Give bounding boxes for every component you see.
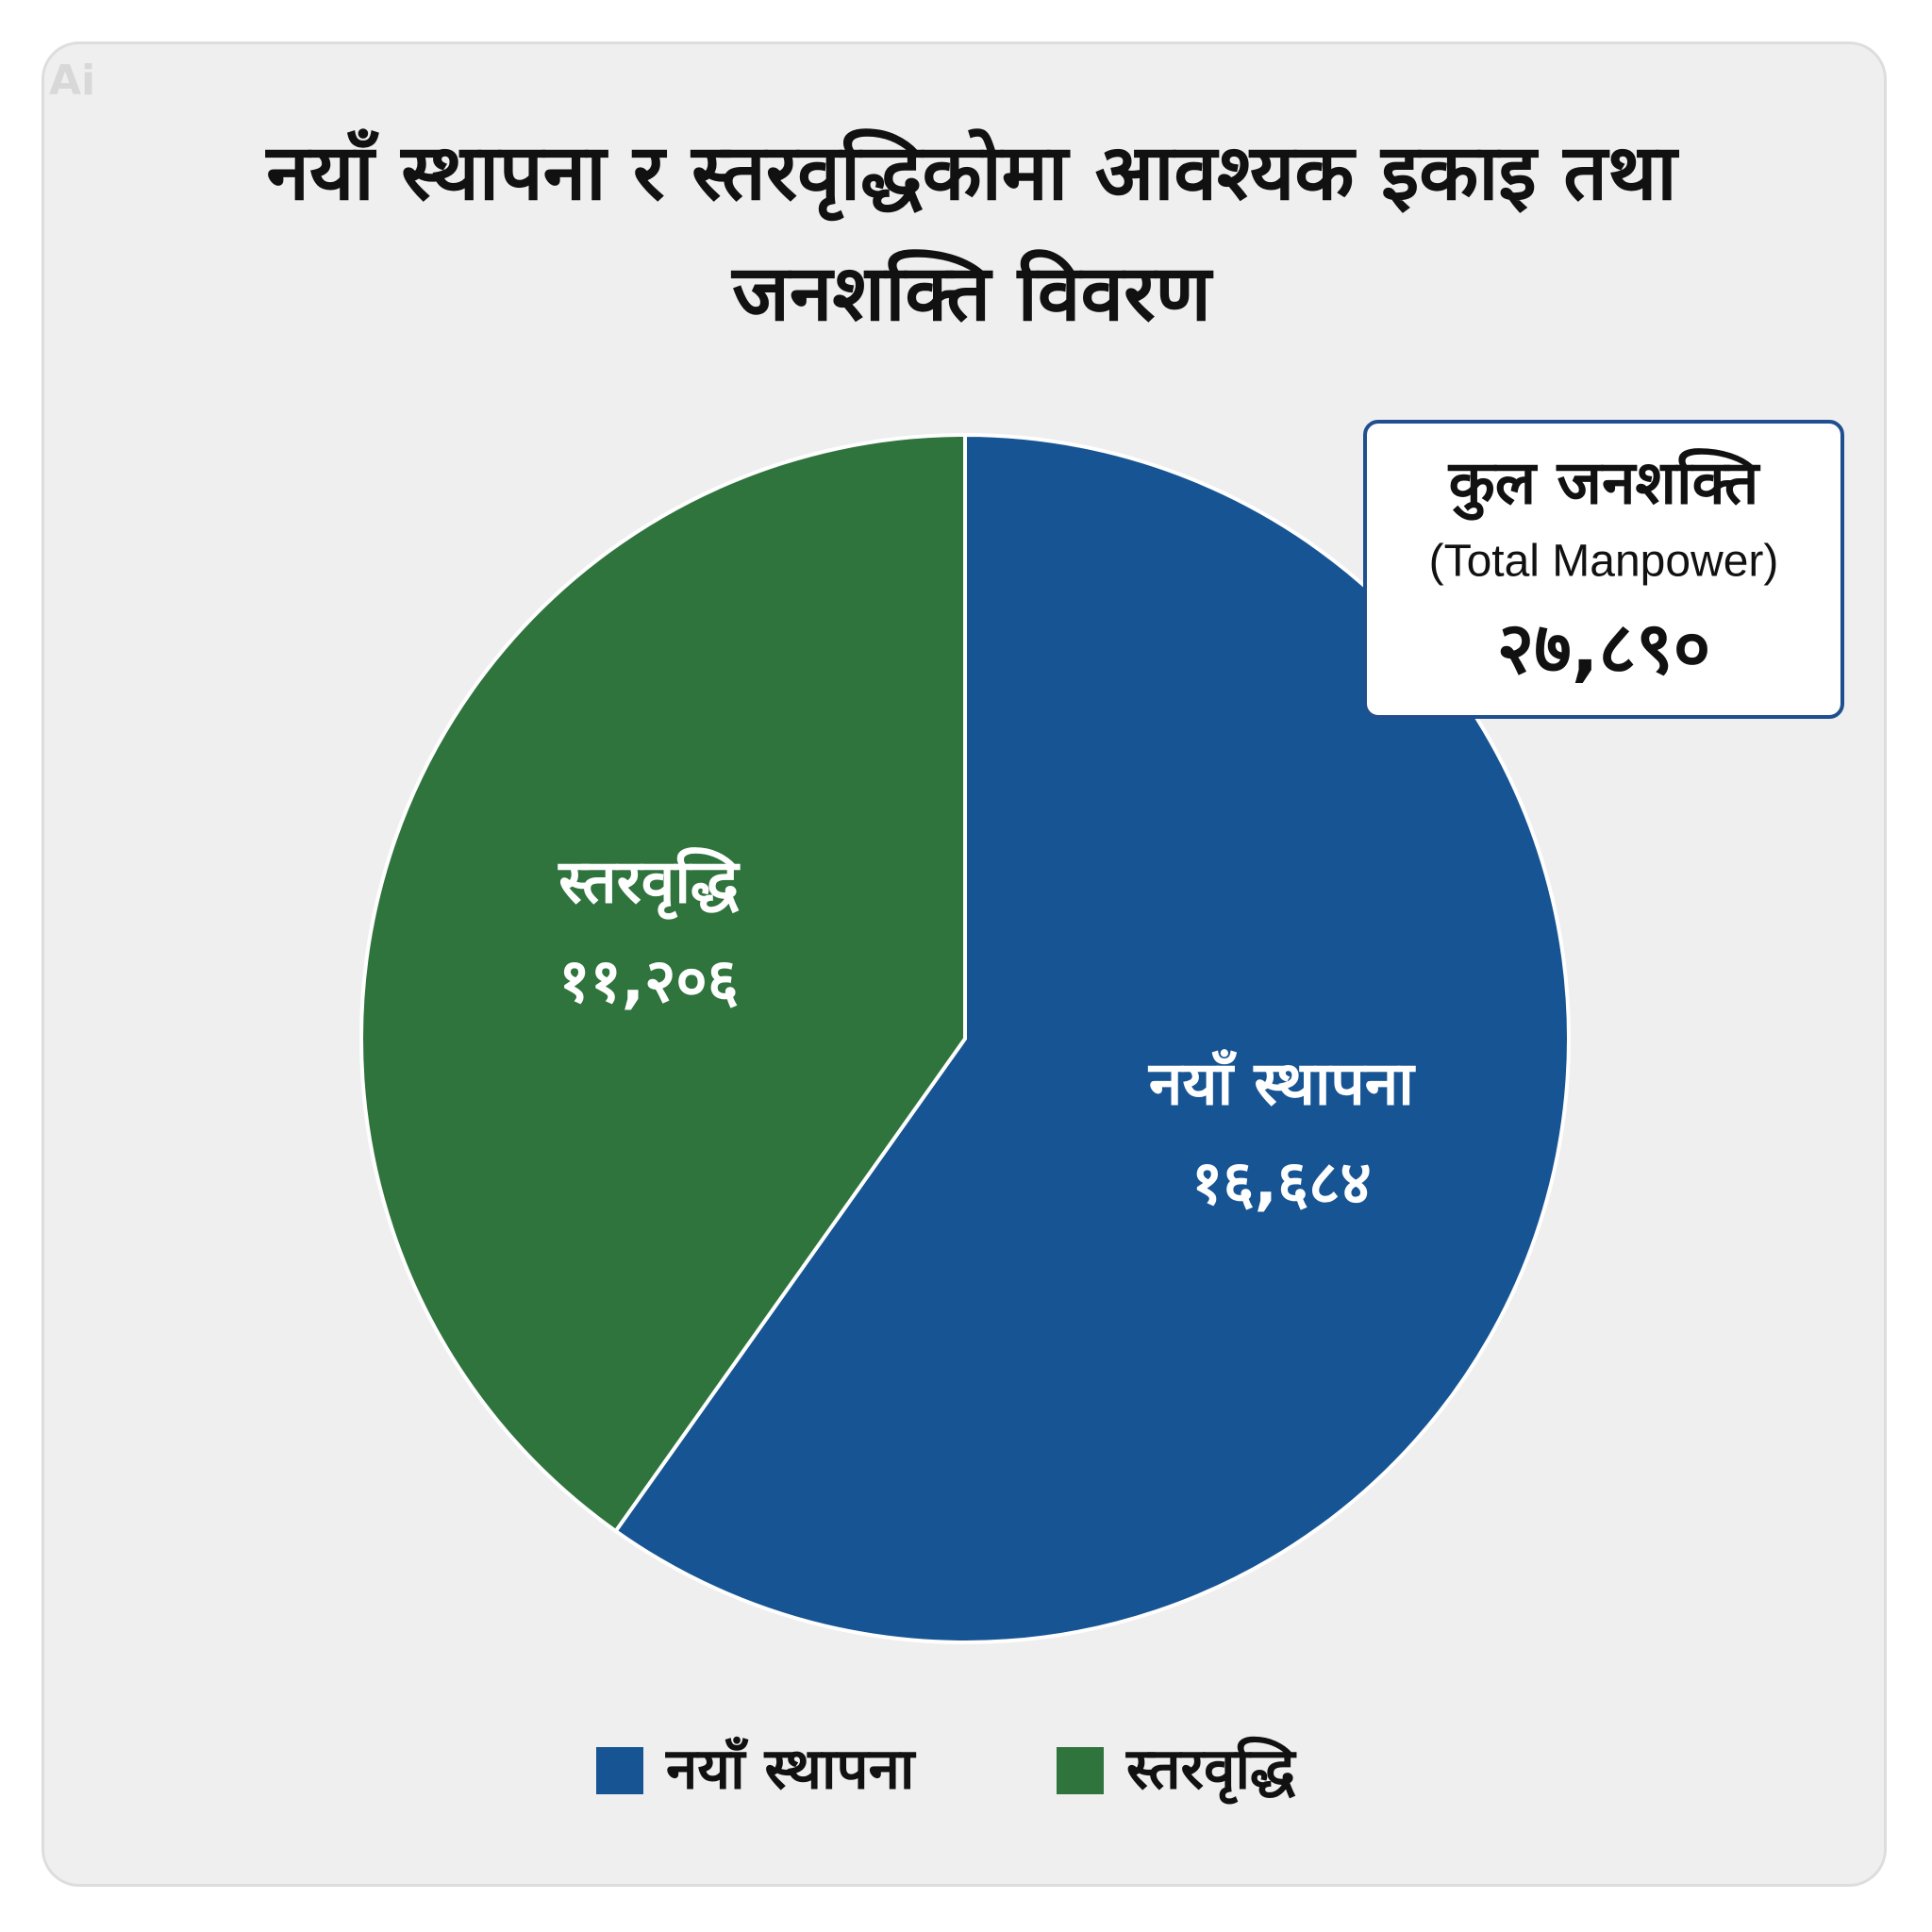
slice-value: ११,२०६ [558, 947, 739, 1017]
slice-label: नयाँ स्थापना [1148, 1048, 1416, 1119]
total-subtitle: (Total Manpower) [1429, 537, 1779, 587]
legend-label: नयाँ स्थापना [665, 1737, 917, 1803]
slice-label: स्तरवृद्धि [558, 847, 741, 921]
total-box [1363, 420, 1844, 719]
chart-title: नयाँ स्थापना र स्तरवृद्धिकोमा आवश्यक इका… [266, 128, 1677, 339]
total-value: २७,८९० [1497, 606, 1710, 690]
pie [358, 432, 1571, 1644]
pie-slice [358, 432, 967, 1534]
slice-value: १६,६८४ [1191, 1148, 1372, 1218]
watermark: Ai [49, 57, 96, 105]
total-title: कुल जनशक्ति [1448, 448, 1761, 522]
legend-swatch [1057, 1747, 1104, 1794]
legend-label: स्तरवृद्धि [1125, 1737, 1297, 1806]
pie-slice [612, 432, 1571, 1644]
legend-swatch [596, 1747, 643, 1794]
